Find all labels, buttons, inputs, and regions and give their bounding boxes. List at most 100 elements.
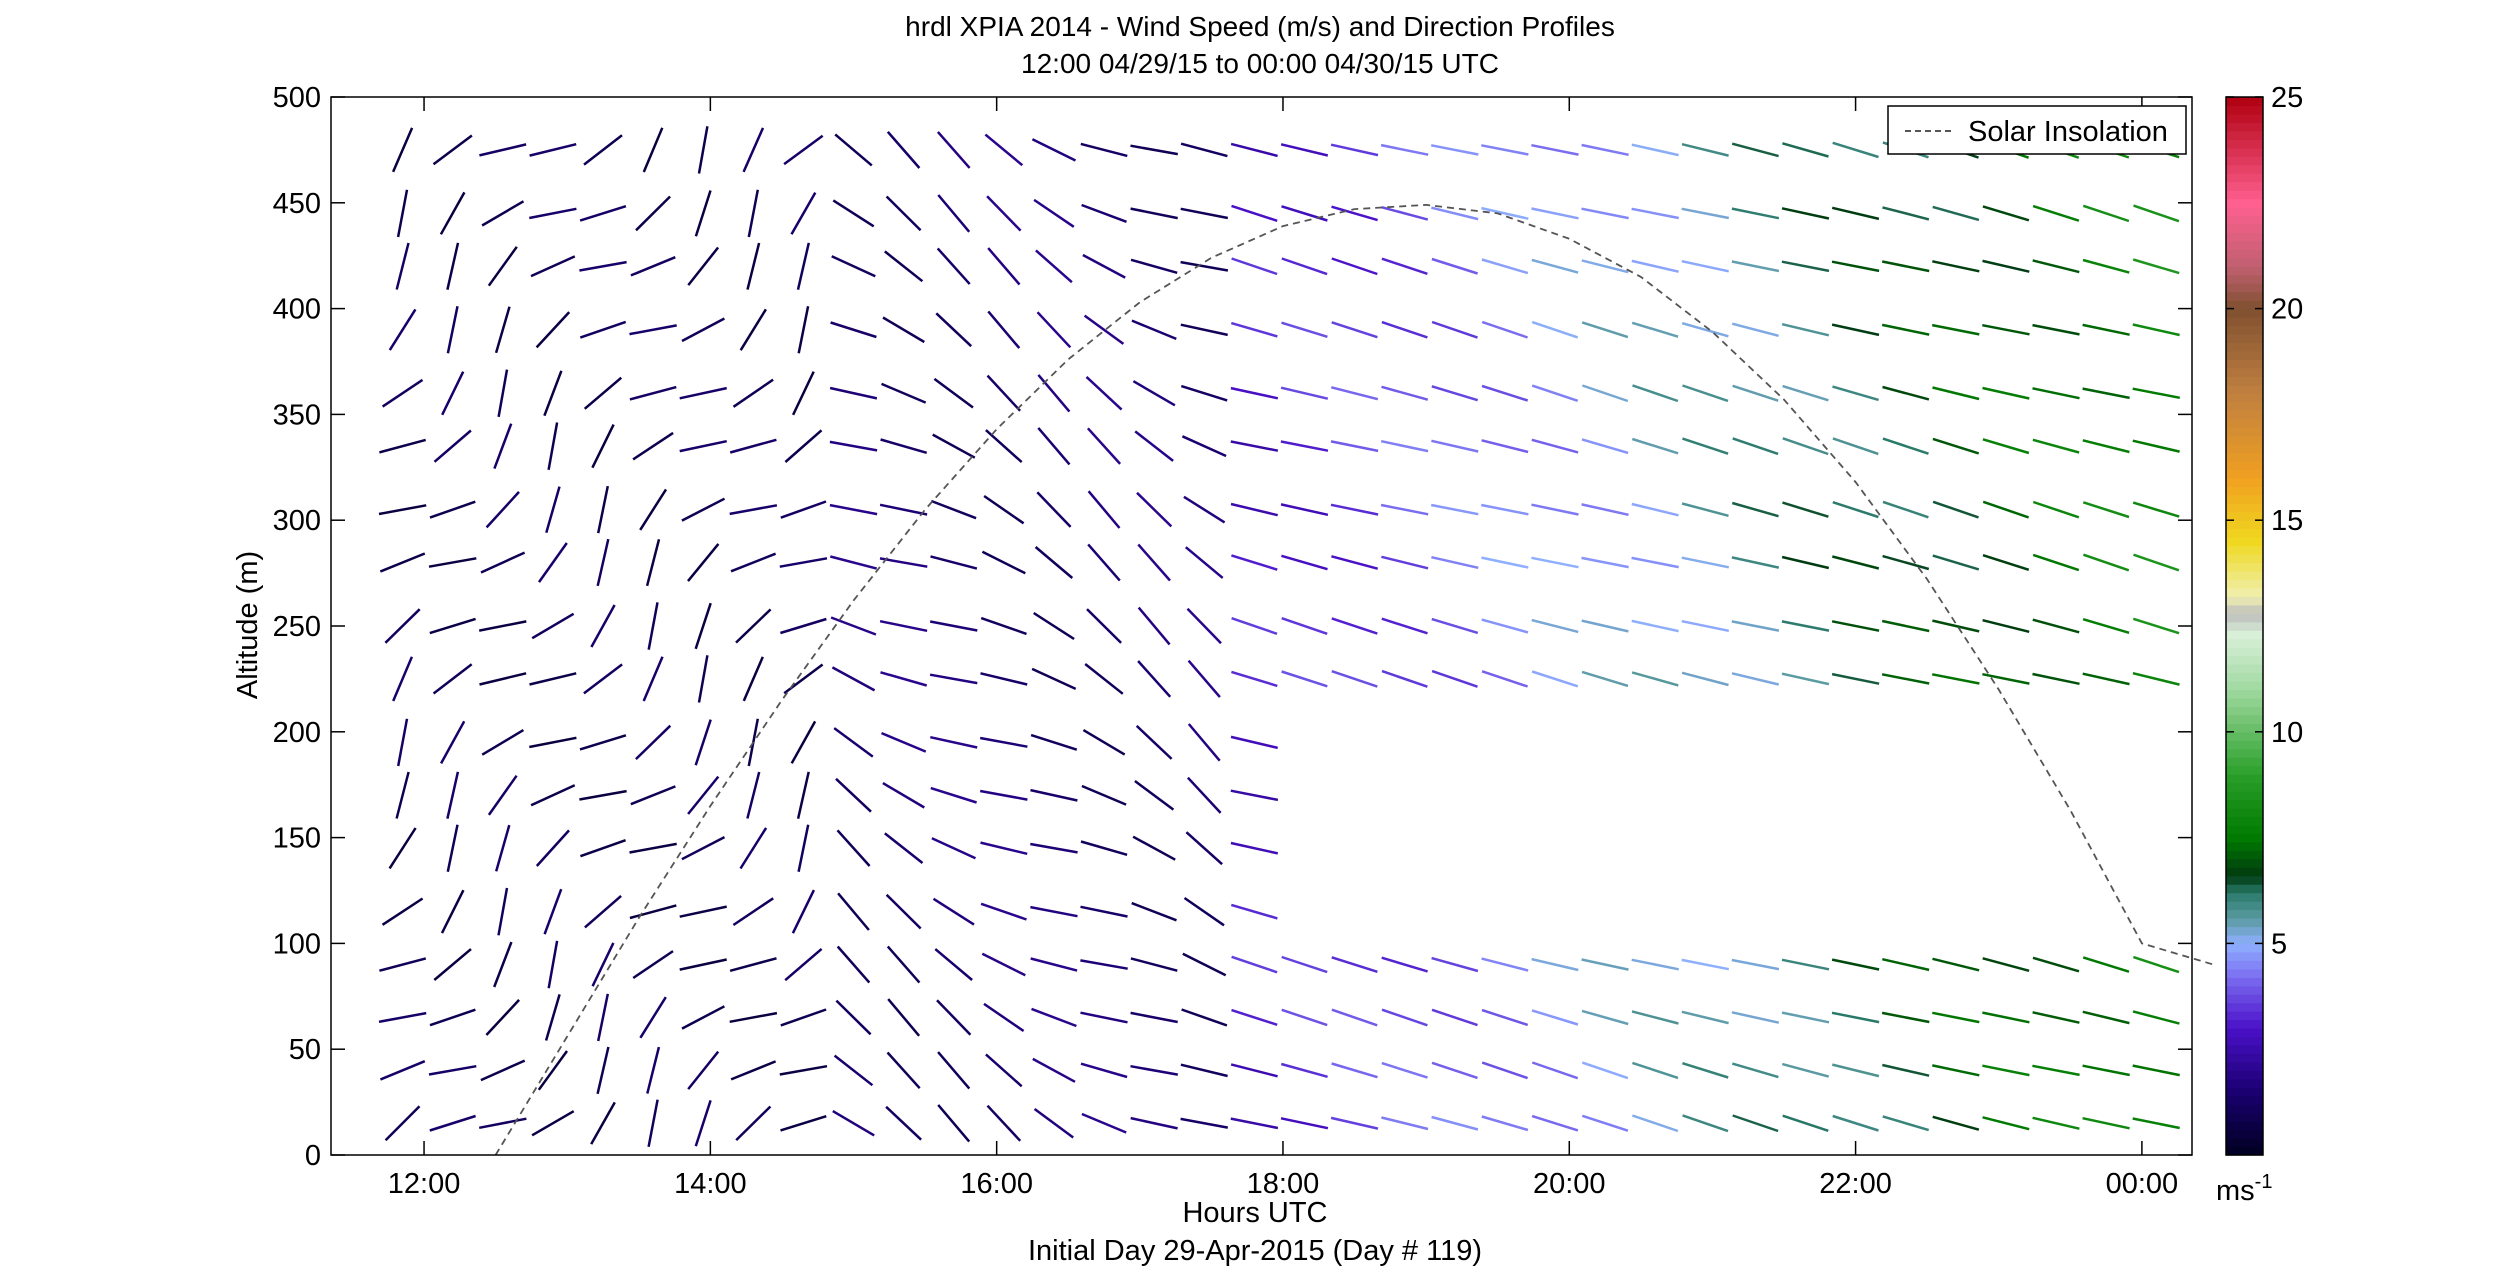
wind-barb [1086,427,1122,465]
wind-barb [543,888,563,935]
wind-barb [1581,438,1629,455]
wind-barb [1281,617,1328,635]
colorbar-band [2226,528,2263,538]
wind-barb [1581,503,1629,517]
wind-barb [2032,500,2080,519]
wind-barb [1831,958,1880,971]
wind-barb [1531,957,1579,972]
wind-barb [545,486,561,534]
wind-barb [687,1050,720,1090]
wind-barb [1681,1010,1729,1025]
wind-barb [1081,203,1127,223]
wind-barb [1531,384,1579,402]
wind-barb [1531,143,1579,156]
wind-barb [1581,259,1629,274]
colorbar-band [2226,342,2263,352]
wind-barb [1431,617,1479,635]
wind-barb [1682,384,1729,403]
wind-barb [1136,491,1173,528]
wind-barb [882,782,925,809]
wind-barb [2082,1010,2130,1025]
wind-barb [1230,789,1279,802]
wind-barb [1631,619,1679,633]
wind-barb [1180,207,1229,220]
wind-barb [1481,670,1528,688]
x-tick-label: 16:00 [960,1168,1033,1200]
plot-background [331,97,2192,1155]
wind-barb [1230,142,1278,158]
wind-barb [2133,955,2180,974]
wind-barb [697,655,709,703]
colorbar-band [2226,130,2263,140]
wind-barb [630,256,676,277]
colorbar-band [2226,926,2263,936]
colorbar-band [2226,520,2263,530]
colorbar-band [2226,283,2263,293]
wind-barb [530,255,576,278]
wind-barb [1831,555,1880,570]
wind-barb [2133,204,2180,223]
wind-barb [1331,1008,1378,1027]
wind-barb [780,1115,827,1132]
wind-barb [1682,1062,1729,1079]
wind-barb [1231,204,1278,222]
wind-barb [1831,620,1880,632]
wind-barb [639,488,668,531]
wind-barb [797,824,810,872]
y-tick-label: 50 [289,1034,321,1066]
colorbar-band [2226,570,2263,581]
wind-barb [591,424,615,469]
colorbar-band [2226,477,2263,487]
wind-barb [590,1101,616,1145]
wind-barb [1731,207,1780,220]
wind-barb [493,941,513,988]
wind-barb [832,199,875,228]
colorbar-band [2226,951,2263,961]
wind-barb [1781,1011,1830,1024]
wind-barb [1982,1064,2030,1077]
wind-barb [1033,611,1075,641]
wind-barb [480,1059,526,1082]
footer-day-label: Initial Day 29-Apr-2015 (Day # 119) [1028,1235,1482,1267]
colorbar-band [2226,393,2263,403]
wind-barb [446,824,459,872]
wind-barb [1230,1063,1278,1078]
wind-barb [379,957,427,972]
wind-barb [1187,723,1221,762]
wind-barb [687,775,720,815]
colorbar-band [2226,782,2263,792]
wind-barb [930,786,977,804]
wind-barb [428,557,477,568]
wind-barb [1932,1115,1980,1131]
wind-barb [831,255,876,278]
y-axis-label: Altitude (m) [232,551,264,699]
wind-barb [836,829,871,867]
wind-barb [1137,606,1171,646]
wind-barb [780,617,827,635]
wind-barb [1581,384,1629,403]
colorbar-band [2226,850,2263,860]
wind-barb [1131,901,1177,922]
wind-barb [432,663,473,695]
colorbar-band [2226,291,2263,301]
wind-barb [478,1117,527,1130]
wind-barb [1531,670,1579,688]
wind-barb [392,656,414,702]
wind-barb [485,999,521,1036]
wind-barb [791,889,816,934]
wind-barb [791,371,815,416]
wind-barb [983,494,1025,525]
wind-barb [1330,143,1379,157]
wind-barb [1781,958,1830,971]
wind-barb [1431,669,1478,688]
wind-barb [1932,386,1980,401]
wind-barb [596,1046,610,1095]
wind-barb [1230,1117,1279,1130]
wind-barb [535,829,570,867]
wind-barb [1080,840,1128,857]
wind-barb [1230,735,1278,750]
wind-barb [797,305,810,354]
wind-barb [481,729,525,756]
wind-barb [543,370,563,417]
